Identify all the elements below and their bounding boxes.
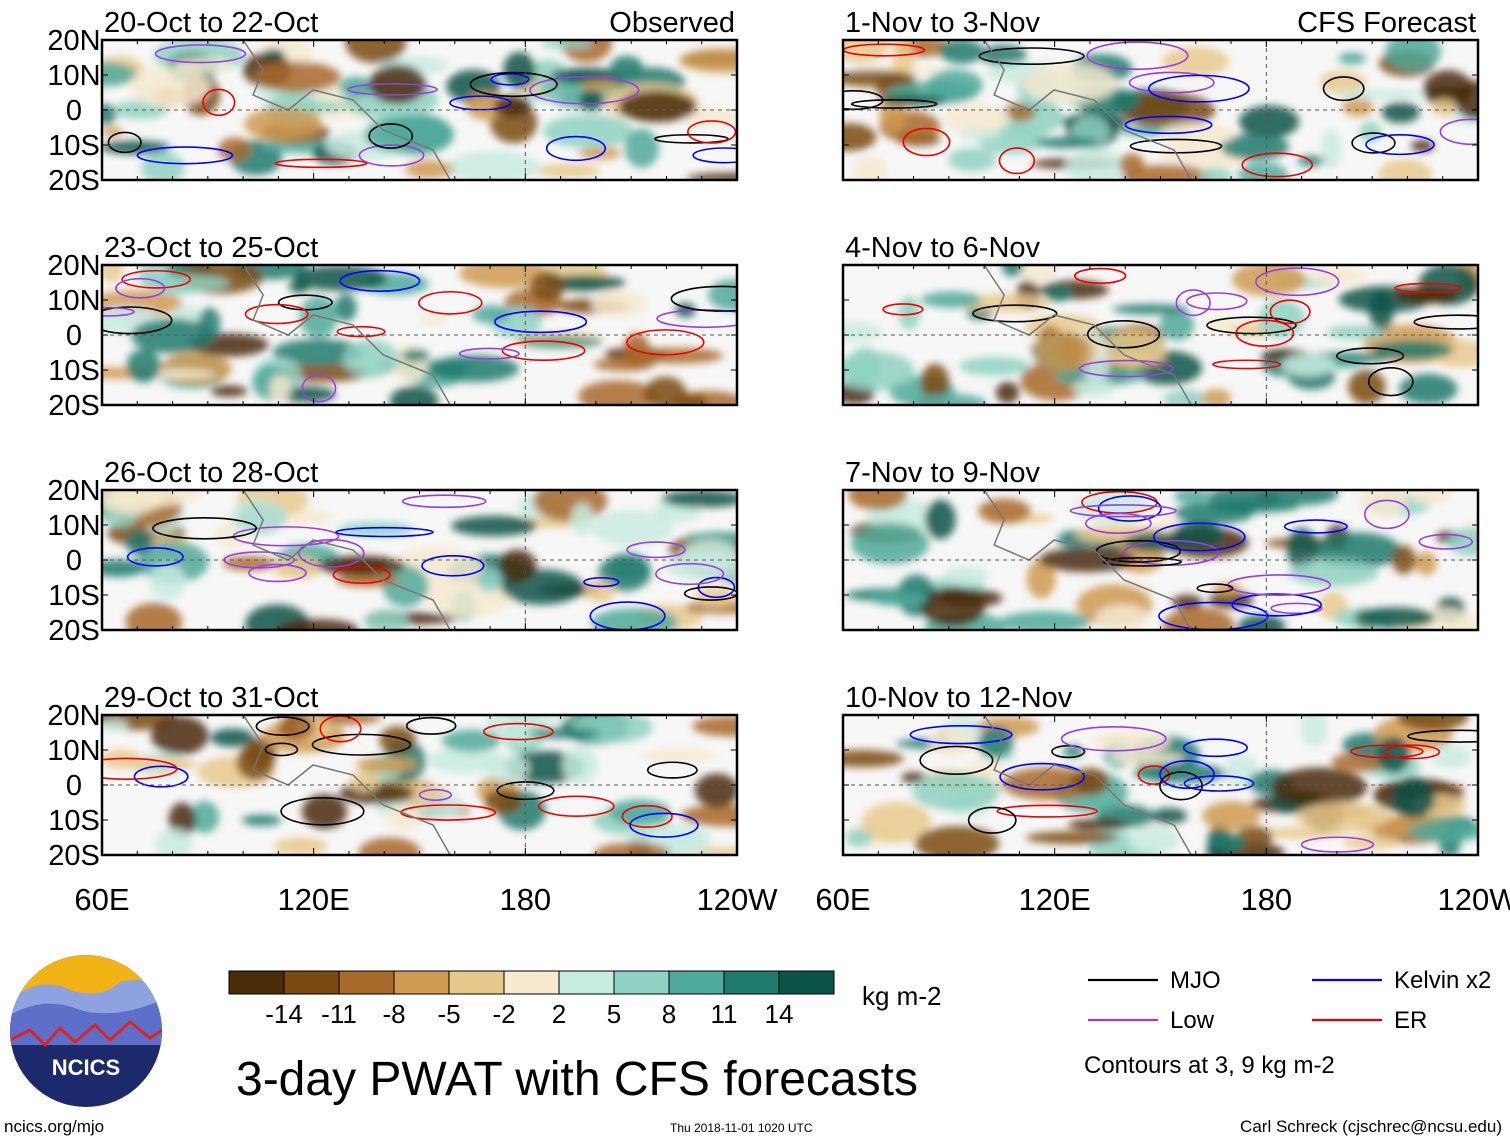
lat-tick-label: 0 — [66, 545, 82, 577]
lat-tick-label: 10S — [48, 355, 100, 387]
lon-tick-label: 120E — [1018, 882, 1090, 917]
observed-header: Observed — [609, 7, 735, 39]
lat-tick-label: 20N — [47, 250, 100, 282]
lon-tick-label: 180 — [499, 882, 551, 917]
forecast-header: CFS Forecast — [1297, 7, 1476, 39]
lat-tick-label: 10S — [48, 805, 100, 837]
colorbar-swatch — [228, 970, 285, 995]
panel-date-label: 7-Nov to 9-Nov — [845, 457, 1041, 489]
colorbar-swatch — [448, 970, 505, 995]
contour-note: Contours at 3, 9 kg m-2 — [1084, 1052, 1335, 1079]
panel-date-label: 1-Nov to 3-Nov — [845, 7, 1041, 39]
colorbar-label: 14 — [765, 999, 794, 1029]
map-panel: 4-Nov to 6-Nov — [841, 232, 1480, 407]
lon-tick-label: 180 — [1240, 882, 1292, 917]
map-panel: 29-Oct to 31-Oct — [100, 682, 739, 857]
lat-tick-label: 0 — [66, 770, 82, 802]
colorbar-label: 2 — [552, 999, 566, 1029]
colorbar-label: -2 — [492, 999, 515, 1029]
map-panel: 7-Nov to 9-Nov — [841, 457, 1480, 632]
colorbar-units: kg m-2 — [862, 981, 941, 1011]
lon-tick-label: 120W — [697, 882, 779, 917]
lat-tick-label: 20N — [47, 475, 100, 507]
lon-tick-label: 120W — [1438, 882, 1510, 917]
panel-date-label: 4-Nov to 6-Nov — [845, 232, 1041, 264]
logo-text: NCICS — [52, 1055, 120, 1080]
panel-date-label: 20-Oct to 22-Oct — [104, 7, 318, 39]
colorbar-label: -14 — [265, 999, 303, 1029]
legend: MJO Kelvin x2 Low ER — [1088, 967, 1491, 1034]
lat-tick-label: 0 — [66, 95, 82, 127]
lat-tick-label: 20N — [47, 25, 100, 57]
map-panel: 23-Oct to 25-Oct — [100, 232, 739, 407]
legend-label: ER — [1394, 1007, 1427, 1034]
lat-tick-label: 10S — [48, 580, 100, 612]
colorbar-label: 11 — [711, 999, 738, 1029]
panel-date-label: 10-Nov to 12-Nov — [845, 682, 1073, 714]
colorbar: -14 -11 -8 -5 -2 2 5 8 11 14 — [228, 970, 835, 1029]
colorbar-label: -8 — [382, 999, 405, 1029]
lat-tick-label: 10N — [47, 60, 100, 92]
panel-date-label: 26-Oct to 28-Oct — [104, 457, 318, 489]
footer-timestamp: Thu 2018-11-01 1020 UTC — [670, 1121, 813, 1135]
map-panel: 26-Oct to 28-Oct — [100, 457, 739, 632]
colorbar-swatch — [613, 970, 670, 995]
colorbar-swatch — [668, 970, 725, 995]
lat-tick-label: 20S — [48, 390, 100, 422]
colorbar-swatch — [338, 970, 395, 995]
colorbar-swatch — [283, 970, 340, 995]
lat-tick-label: 10N — [47, 510, 100, 542]
lon-tick-label: 120E — [277, 882, 349, 917]
colorbar-label: -11 — [321, 999, 357, 1029]
lat-tick-label: 10S — [48, 130, 100, 162]
colorbar-label: -5 — [437, 999, 460, 1029]
map-panel: 1-Nov to 3-Nov CFS Forecast — [841, 7, 1480, 182]
lat-tick-label: 10N — [47, 285, 100, 317]
lat-tick-label: 10N — [47, 735, 100, 767]
lon-tick-label: 60E — [74, 882, 129, 917]
lon-tick-label: 60E — [815, 882, 870, 917]
footer-credit: Carl Schreck (cjschrec@ncsu.edu) — [1240, 1117, 1502, 1136]
lat-tick-label: 20S — [48, 615, 100, 647]
ncics-logo: NCICS — [10, 955, 162, 1107]
colorbar-label: 8 — [662, 999, 676, 1029]
colorbar-swatch — [503, 970, 560, 995]
colorbar-swatch — [558, 970, 615, 995]
legend-label: Low — [1170, 1007, 1215, 1034]
lat-tick-label: 20S — [48, 840, 100, 872]
panel-date-label: 23-Oct to 25-Oct — [104, 232, 318, 264]
colorbar-label: 5 — [607, 999, 621, 1029]
map-panel: 20-Oct to 22-Oct Observed — [100, 7, 739, 182]
legend-label: Kelvin x2 — [1394, 967, 1491, 994]
colorbar-swatch — [723, 970, 780, 995]
figure-title: 3-day PWAT with CFS forecasts — [236, 1053, 918, 1106]
colorbar-swatch — [778, 970, 835, 995]
lat-tick-label: 20S — [48, 165, 100, 197]
lat-tick-label: 0 — [66, 320, 82, 352]
lat-tick-label: 20N — [47, 700, 100, 732]
map-panel: 10-Nov to 12-Nov — [841, 682, 1480, 857]
panel-date-label: 29-Oct to 31-Oct — [104, 682, 318, 714]
legend-label: MJO — [1170, 967, 1221, 994]
colorbar-swatch — [393, 970, 450, 995]
footer-url[interactable]: ncics.org/mjo — [4, 1117, 104, 1136]
